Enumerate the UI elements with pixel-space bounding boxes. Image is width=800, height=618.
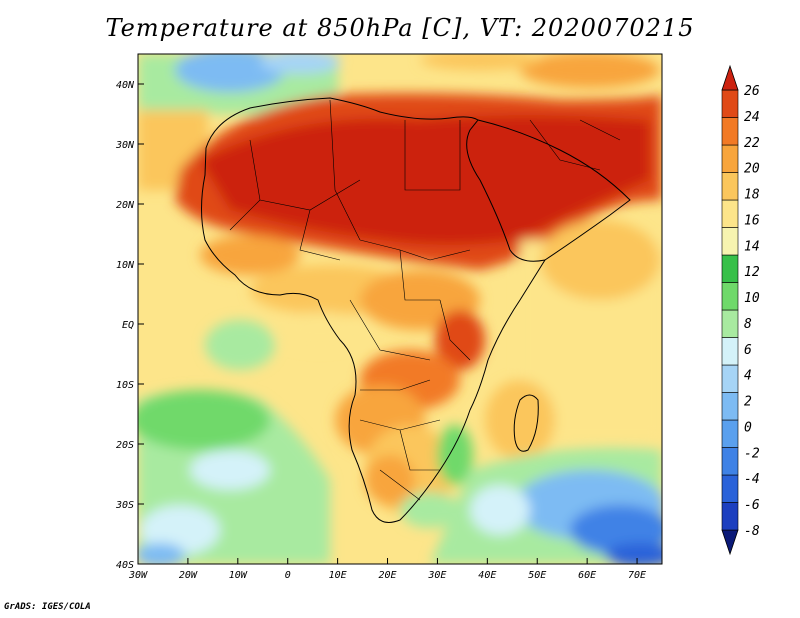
colorbar-label: 26 bbox=[744, 84, 760, 99]
lat-tick-label: 10N bbox=[116, 260, 135, 271]
colorbar-swatch bbox=[721, 392, 739, 421]
grads-credit: GrADS: IGES/COLA bbox=[4, 602, 91, 612]
colorbar-label: -2 bbox=[744, 446, 760, 461]
colorbar-swatch bbox=[721, 117, 739, 146]
colorbar-label: 14 bbox=[744, 239, 760, 254]
colorbar-swatch bbox=[721, 364, 739, 393]
lon-tick-label: 20W bbox=[179, 570, 198, 581]
coastlines bbox=[201, 97, 631, 523]
plot-frame bbox=[137, 53, 663, 565]
lat-tick-label: 10S bbox=[116, 380, 134, 391]
latitude-ticks: 40S 30S 20S 10S EQ 10N 20N 30N 40N bbox=[115, 80, 144, 571]
lon-tick-label: 70E bbox=[628, 570, 646, 581]
colorbar-swatch bbox=[721, 89, 739, 118]
lat-tick-label: 30S bbox=[115, 500, 134, 511]
colorbar-swatch bbox=[721, 282, 739, 311]
lat-tick-label: 20N bbox=[116, 200, 135, 211]
colorbar-label: -8 bbox=[744, 524, 760, 539]
colorbar-swatch bbox=[721, 144, 739, 173]
colorbar-label: 4 bbox=[744, 369, 752, 384]
colorbar-label: -6 bbox=[744, 498, 760, 513]
lat-tick-label: 40S bbox=[116, 560, 134, 571]
colorbar-swatch bbox=[721, 419, 739, 448]
colorbar-swatch bbox=[721, 337, 739, 366]
colorbar-swatch bbox=[721, 447, 739, 476]
lon-tick-label: 20E bbox=[378, 570, 396, 581]
colorbar-swatch bbox=[721, 474, 739, 503]
colorbar-label: 20 bbox=[744, 162, 760, 177]
colorbar-label: 0 bbox=[744, 420, 752, 435]
colorbar-label: 18 bbox=[744, 188, 760, 203]
lat-tick-label: 20S bbox=[116, 440, 134, 451]
colorbar-swatch bbox=[721, 502, 739, 531]
colorbar-swatch bbox=[721, 199, 739, 228]
colorbar-label: 8 bbox=[744, 317, 752, 332]
colorbar-label: 2 bbox=[744, 395, 752, 410]
colorbar-label: 6 bbox=[744, 343, 752, 358]
temperature-field bbox=[138, 54, 662, 564]
lat-tick-label: EQ bbox=[122, 320, 134, 331]
lon-tick-label: 40E bbox=[478, 570, 496, 581]
colorbar-label: -4 bbox=[744, 472, 760, 487]
colorbar-swatch bbox=[721, 254, 739, 283]
lon-tick-label: 60E bbox=[578, 570, 596, 581]
colorbar-swatch bbox=[721, 309, 739, 338]
map-title: Temperature at 850hPa [C], VT: 202007021… bbox=[105, 14, 695, 42]
lon-tick-label: 10W bbox=[229, 570, 248, 581]
colorbar-label: 22 bbox=[744, 136, 760, 151]
lon-tick-label: 10E bbox=[329, 570, 347, 581]
longitude-ticks: 30W 20W 10W 0 10E 20E 30E 40E 50E 60E 70E bbox=[128, 558, 646, 581]
colorbar-label: 10 bbox=[744, 291, 760, 306]
colorbar-swatch bbox=[721, 64, 739, 91]
country-borders bbox=[229, 99, 621, 501]
colorbar-swatch bbox=[721, 227, 739, 256]
lon-tick-label: 30W bbox=[128, 570, 148, 581]
lon-tick-label: 0 bbox=[285, 570, 291, 581]
lat-tick-label: 30N bbox=[115, 140, 135, 151]
lon-tick-label: 50E bbox=[528, 570, 546, 581]
lon-tick-label: 30E bbox=[427, 570, 446, 581]
colorbar-swatch bbox=[721, 529, 739, 556]
colorbar-label: 16 bbox=[744, 213, 760, 228]
lat-tick-label: 40N bbox=[116, 80, 135, 91]
colorbar-label: 24 bbox=[744, 110, 760, 125]
colorbar-swatch bbox=[721, 172, 739, 201]
colorbar-label: 12 bbox=[744, 265, 760, 280]
